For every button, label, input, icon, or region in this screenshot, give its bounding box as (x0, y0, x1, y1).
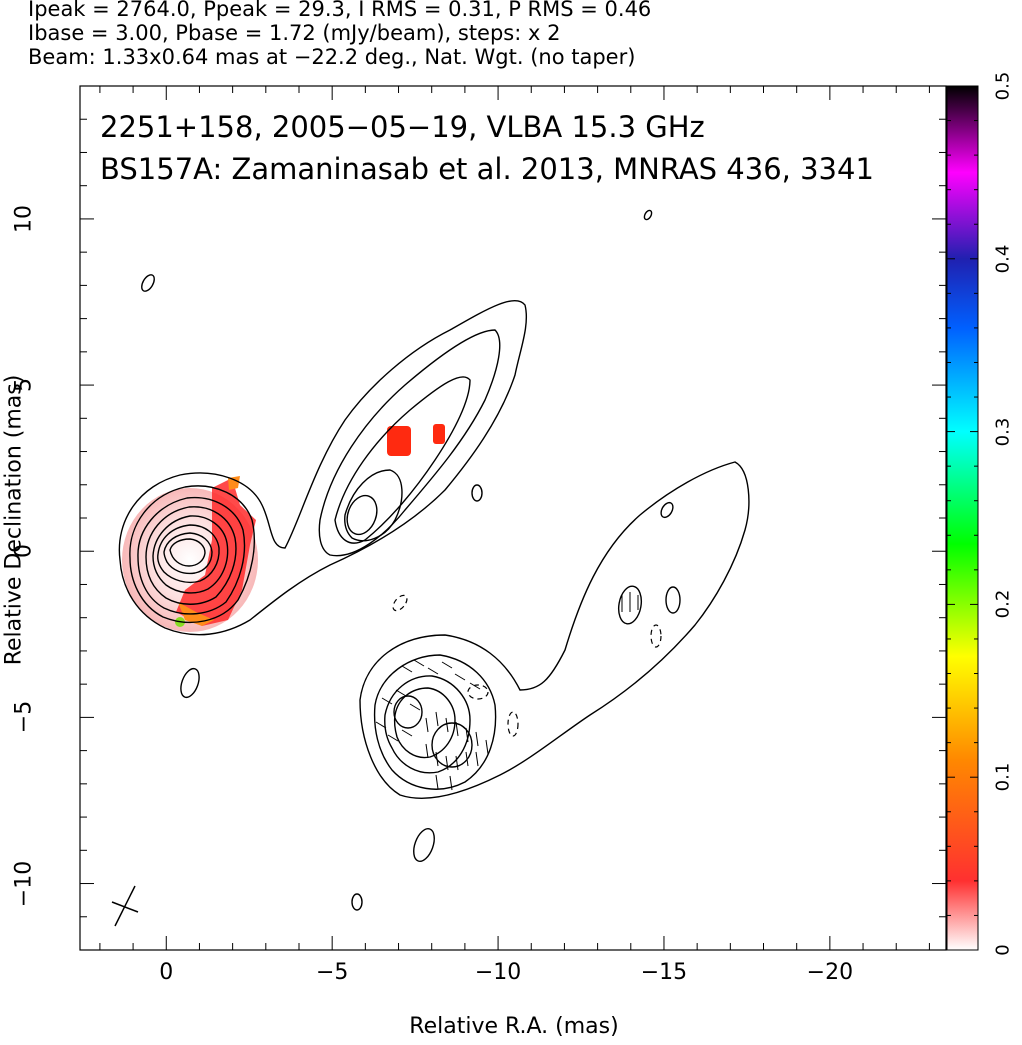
isolated-contour-h (665, 586, 681, 614)
jet-contour-4 (344, 469, 403, 542)
annotation-line-2: BS157A: Zamaninasab et al. 2013, MNRAS 4… (100, 152, 874, 186)
southern-contour-1 (359, 461, 750, 799)
southern-contour-4 (393, 687, 456, 759)
southern-contour-5 (431, 722, 473, 768)
colorbar-tick-label: 0.2 (992, 590, 1014, 619)
isolated-contour-g (617, 585, 643, 625)
y-tick-label: −5 (11, 701, 37, 734)
colorbar (946, 85, 979, 951)
jet-contour-2 (318, 329, 501, 557)
x-tick-label: −10 (474, 960, 522, 985)
contour-level-4 (145, 506, 237, 605)
jet-polarization-patch-2 (433, 424, 445, 444)
jet-contour-3 (334, 376, 471, 544)
contour-level-7 (163, 532, 213, 575)
contour-level-5 (152, 515, 229, 594)
y-tick-label: 10 (11, 204, 37, 233)
x-tick-label: −5 (315, 960, 349, 985)
x-tick-label: −15 (640, 960, 688, 985)
colorbar-frame (946, 85, 979, 951)
x-tick-label: −20 (806, 960, 854, 985)
header-line-2: Ibase = 3.00, Pbase = 1.72 (mJy/beam), s… (28, 21, 561, 45)
contour-level-8 (169, 538, 206, 567)
jet-polarization-patch-1 (387, 426, 411, 456)
contour-level-1 (118, 299, 528, 636)
evpa-ticks (375, 592, 639, 791)
colorbar-tick-label: 0.1 (992, 762, 1014, 792)
annotation-line-1: 2251+158, 2005−05−19, VLBA 15.3 GHz (100, 110, 705, 144)
axes (79, 85, 947, 951)
isolated-contour-i (643, 209, 653, 221)
isolated-contour-f (660, 501, 674, 519)
southern-contour-3 (384, 675, 471, 774)
contour-level-6 (157, 524, 220, 584)
x-tick-label: 0 (159, 960, 174, 985)
core-orange-tip (228, 476, 240, 490)
contour-level-3 (137, 496, 246, 615)
isolated-contour-b (180, 667, 200, 699)
isolated-contour-a (141, 274, 155, 292)
header-line-3: Beam: 1.33x0.64 mas at −22.2 deg., Nat. … (28, 45, 636, 69)
southern-contour-6 (393, 695, 423, 729)
core-high-polarization-patch (176, 478, 256, 626)
y-axis-label: Relative Declination (mas) (1, 374, 27, 666)
southern-contour-2 (373, 654, 497, 790)
colorbar-tick-label: 0.5 (992, 71, 1014, 101)
x-axis-label: Relative R.A. (mas) (409, 1014, 619, 1039)
negative-contours (392, 594, 662, 737)
beam-marker (111, 885, 139, 927)
contour-level-2 (129, 485, 255, 624)
polarization-colormap (122, 424, 445, 632)
header-line-1: Ipeak = 2764.0, Ppeak = 29.3, I RMS = 0.… (28, 0, 652, 21)
isolated-contour-c (413, 828, 435, 862)
y-tick-label: −10 (11, 860, 37, 907)
colorbar-tick-label: 0.3 (992, 417, 1014, 446)
stokes-i-contours (118, 209, 750, 911)
isolated-contour-e (471, 484, 483, 502)
colorbar-tick-label: 0.4 (992, 244, 1014, 274)
isolated-contour-d (351, 893, 363, 911)
jet-contour-5 (346, 494, 378, 536)
colorbar-gradient (947, 86, 978, 950)
colorbar-tick-label: 0 (992, 944, 1014, 956)
